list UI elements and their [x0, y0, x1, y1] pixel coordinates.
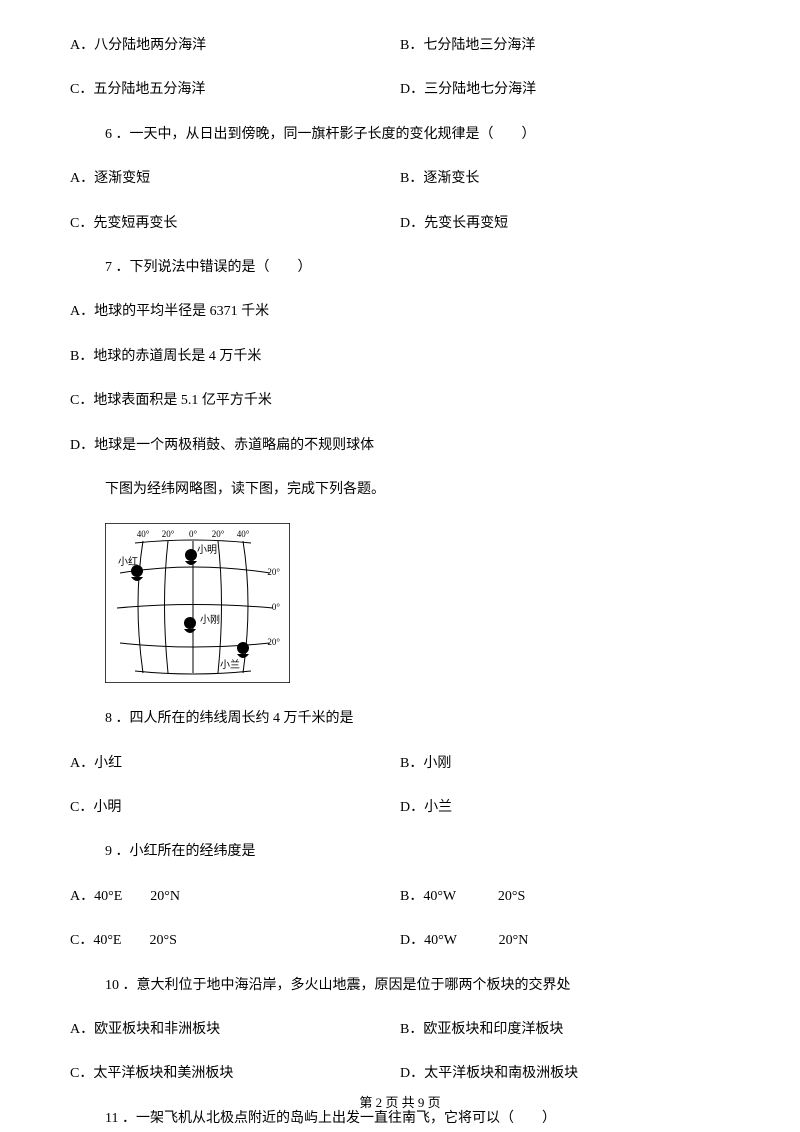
q9-options-row1: A．40°E 20°N B．40°W 20°S [70, 886, 730, 908]
q5-options-row1: A．八分陆地两分海洋 B．七分陆地三分海洋 [70, 35, 730, 57]
person-xiaolan: 小兰 [220, 658, 240, 671]
q6-option-d: D．先变长再变短 [400, 213, 730, 235]
person-xiaohong: 小红 [118, 555, 138, 568]
q7-option-b: B．地球的赤道周长是 4 万千米 [70, 346, 730, 368]
q8-option-a: A．小红 [70, 753, 400, 775]
lon-label-2: 0° [189, 529, 198, 539]
q5-option-c: C．五分陆地五分海洋 [70, 79, 400, 101]
grid-diagram: 40° 20° 0° 20° 40° 20° 0° 20° 小红 小明 [105, 523, 730, 683]
q6-option-c: C．先变短再变长 [70, 213, 400, 235]
q7-option-d: D．地球是一个两极稍鼓、赤道略扁的不规则球体 [70, 435, 730, 457]
q8-text: 8 ．四人所在的纬线周长约 4 万千米的是 [70, 708, 730, 730]
q10-option-a: A．欧亚板块和非洲板块 [70, 1019, 400, 1041]
q7-text: 7 ．下列说法中错误的是（ ） [70, 257, 730, 279]
lon-label-1: 20° [162, 529, 175, 539]
q10-option-b: B．欧亚板块和印度洋板块 [400, 1019, 730, 1041]
q6-options-row2: C．先变短再变长 D．先变长再变短 [70, 213, 730, 235]
q5-option-a: A．八分陆地两分海洋 [70, 35, 400, 57]
q8-options-row1: A．小红 B．小刚 [70, 753, 730, 775]
lat-label-2: 20° [267, 637, 280, 647]
q9-option-a: A．40°E 20°N [70, 886, 400, 908]
q9-option-d: D．40°W 20°N [400, 930, 730, 952]
q8-option-b: B．小刚 [400, 753, 730, 775]
lon-label-3: 20° [212, 529, 225, 539]
q9-options-row2: C．40°E 20°S D．40°W 20°N [70, 930, 730, 952]
q10-text: 10 ．意大利位于地中海沿岸，多火山地震，原因是位于哪两个板块的交界处 [70, 975, 730, 997]
q6-option-b: B．逐渐变长 [400, 168, 730, 190]
q5-option-d: D．三分陆地七分海洋 [400, 79, 730, 101]
person-xiaoming: 小明 [197, 544, 217, 556]
q8-intro: 下图为经纬网略图，读下图，完成下列各题。 [70, 479, 730, 501]
q8-option-d: D．小兰 [400, 797, 730, 819]
q7-option-c: C．地球表面积是 5.1 亿平方千米 [70, 390, 730, 412]
q8-options-row2: C．小明 D．小兰 [70, 797, 730, 819]
q6-text: 6 ．一天中，从日出到傍晚，同一旗杆影子长度的变化规律是（ ） [70, 124, 730, 146]
lat-label-1: 0° [272, 602, 281, 612]
q9-option-c: C．40°E 20°S [70, 930, 400, 952]
lat-label-0: 20° [267, 567, 280, 577]
q5-options-row2: C．五分陆地五分海洋 D．三分陆地七分海洋 [70, 79, 730, 101]
q5-option-b: B．七分陆地三分海洋 [400, 35, 730, 57]
q10-option-c: C．太平洋板块和美洲板块 [70, 1063, 400, 1085]
lon-label-0: 40° [137, 529, 150, 539]
page-footer: 第 2 页 共 9 页 [0, 1093, 800, 1114]
q6-options-row1: A．逐渐变短 B．逐渐变长 [70, 168, 730, 190]
q8-option-c: C．小明 [70, 797, 400, 819]
q10-options-row2: C．太平洋板块和美洲板块 D．太平洋板块和南极洲板块 [70, 1063, 730, 1085]
latlon-grid-svg: 40° 20° 0° 20° 40° 20° 0° 20° 小红 小明 [105, 523, 290, 683]
lon-label-4: 40° [237, 529, 250, 539]
q7-option-a: A．地球的平均半径是 6371 千米 [70, 301, 730, 323]
q9-text: 9 ．小红所在的经纬度是 [70, 841, 730, 863]
q6-option-a: A．逐渐变短 [70, 168, 400, 190]
person-xiaogang: 小刚 [200, 614, 220, 626]
q9-option-b: B．40°W 20°S [400, 886, 730, 908]
q10-option-d: D．太平洋板块和南极洲板块 [400, 1063, 730, 1085]
q10-options-row1: A．欧亚板块和非洲板块 B．欧亚板块和印度洋板块 [70, 1019, 730, 1041]
